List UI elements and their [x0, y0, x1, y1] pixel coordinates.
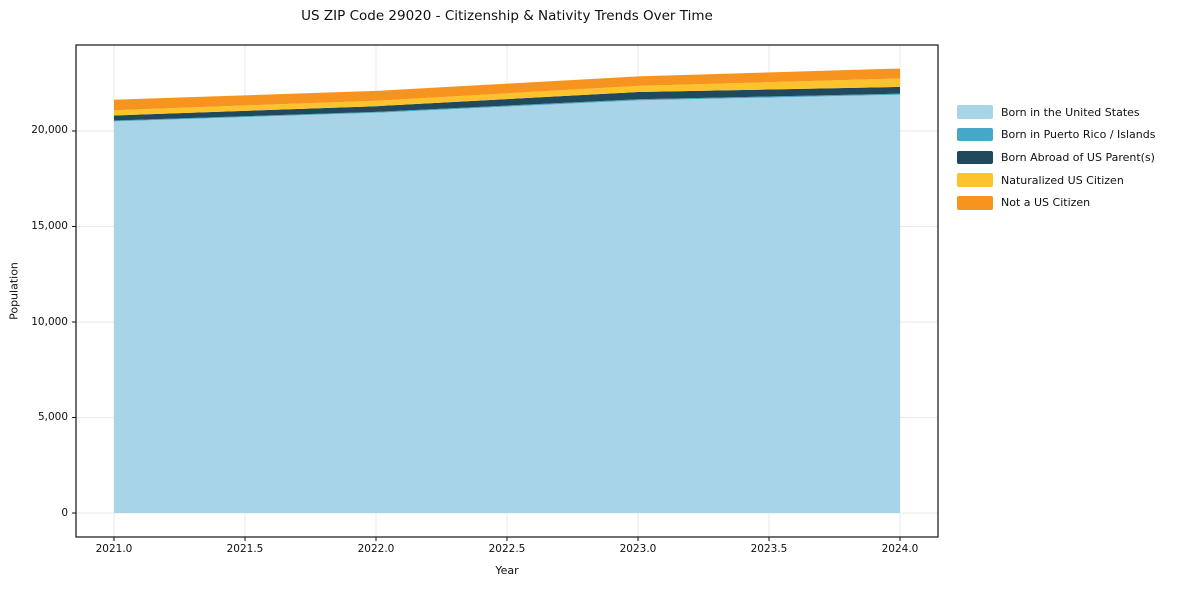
legend-item: Naturalized US Citizen — [957, 173, 1155, 187]
legend-swatch-born-abroad — [957, 150, 993, 165]
x-tick-label: 2024.0 — [881, 543, 919, 555]
legend-item: Born in the United States — [957, 105, 1155, 119]
y-tick-label: 0 — [61, 506, 68, 519]
x-tick-label: 2022.0 — [357, 543, 395, 555]
legend-label: Born Abroad of US Parent(s) — [1001, 150, 1155, 164]
x-tick-label: 2022.5 — [488, 543, 526, 555]
y-tick-label: 15,000 — [31, 219, 68, 232]
y-tick-label: 20,000 — [31, 124, 68, 137]
area-series-1 — [114, 93, 900, 122]
legend-label: Born in the United States — [1001, 105, 1140, 119]
x-axis-label: Year — [495, 564, 519, 577]
legend-item: Not a US Citizen — [957, 196, 1155, 210]
legend-item: Born in Puerto Rico / Islands — [957, 127, 1156, 142]
y-tick-label: 5,000 — [37, 411, 68, 423]
y-tick-label: 10,000 — [31, 315, 68, 328]
axes-frame — [75, 44, 939, 538]
legend-item: Born Abroad of US Parent(s) — [957, 150, 1155, 165]
legend-swatch-born-us — [957, 105, 993, 119]
legend-swatch-naturalized — [957, 173, 993, 187]
x-tick-label: 2021.5 — [226, 543, 264, 555]
legend-label: Born in Puerto Rico / Islands — [1001, 128, 1156, 142]
area-series-0 — [114, 94, 900, 513]
x-tick-label: 2023.5 — [750, 543, 788, 555]
y-axis-label: Population — [7, 262, 21, 320]
area-series-3 — [114, 78, 900, 116]
legend-label: Not a US Citizen — [1001, 196, 1091, 210]
x-tick-label: 2021.0 — [95, 543, 133, 555]
legend-swatch-not-citizen — [957, 196, 993, 210]
legend-label: Naturalized US Citizen — [1001, 173, 1124, 187]
chart-title: US ZIP Code 29020 - Citizenship & Nativi… — [301, 8, 713, 24]
x-tick-label: 2023.0 — [619, 543, 657, 555]
legend: Born in the United States Born in Puerto… — [957, 105, 1155, 218]
legend-swatch-born-pr-islands — [957, 127, 993, 142]
area-series-4 — [114, 68, 900, 111]
area-series-2 — [114, 86, 900, 121]
